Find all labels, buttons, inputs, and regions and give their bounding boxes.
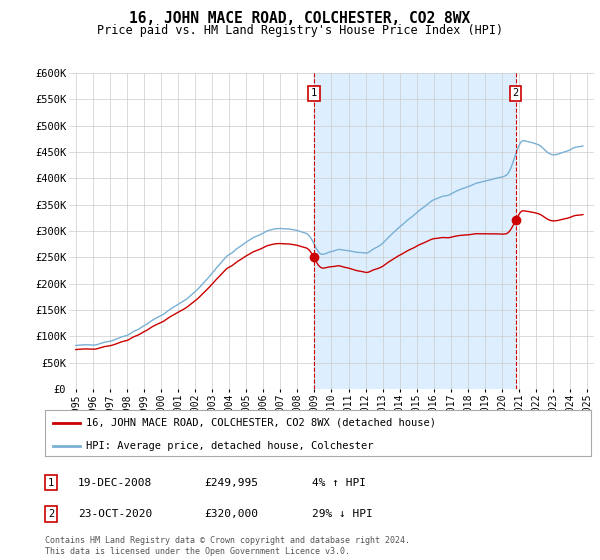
Text: 4% ↑ HPI: 4% ↑ HPI	[312, 478, 366, 488]
Text: HPI: Average price, detached house, Colchester: HPI: Average price, detached house, Colc…	[86, 441, 373, 451]
Text: Contains HM Land Registry data © Crown copyright and database right 2024.
This d: Contains HM Land Registry data © Crown c…	[45, 536, 410, 556]
Text: 16, JOHN MACE ROAD, COLCHESTER, CO2 8WX: 16, JOHN MACE ROAD, COLCHESTER, CO2 8WX	[130, 11, 470, 26]
Text: 1: 1	[311, 88, 317, 99]
Text: £320,000: £320,000	[204, 509, 258, 519]
Text: Price paid vs. HM Land Registry's House Price Index (HPI): Price paid vs. HM Land Registry's House …	[97, 24, 503, 36]
Text: 16, JOHN MACE ROAD, COLCHESTER, CO2 8WX (detached house): 16, JOHN MACE ROAD, COLCHESTER, CO2 8WX …	[86, 418, 436, 428]
Text: 23-OCT-2020: 23-OCT-2020	[78, 509, 152, 519]
Text: 19-DEC-2008: 19-DEC-2008	[78, 478, 152, 488]
Bar	[314, 73, 516, 389]
Text: 29% ↓ HPI: 29% ↓ HPI	[312, 509, 373, 519]
Text: 2: 2	[512, 88, 519, 99]
Text: £249,995: £249,995	[204, 478, 258, 488]
Text: 2: 2	[48, 509, 54, 519]
Text: 1: 1	[48, 478, 54, 488]
